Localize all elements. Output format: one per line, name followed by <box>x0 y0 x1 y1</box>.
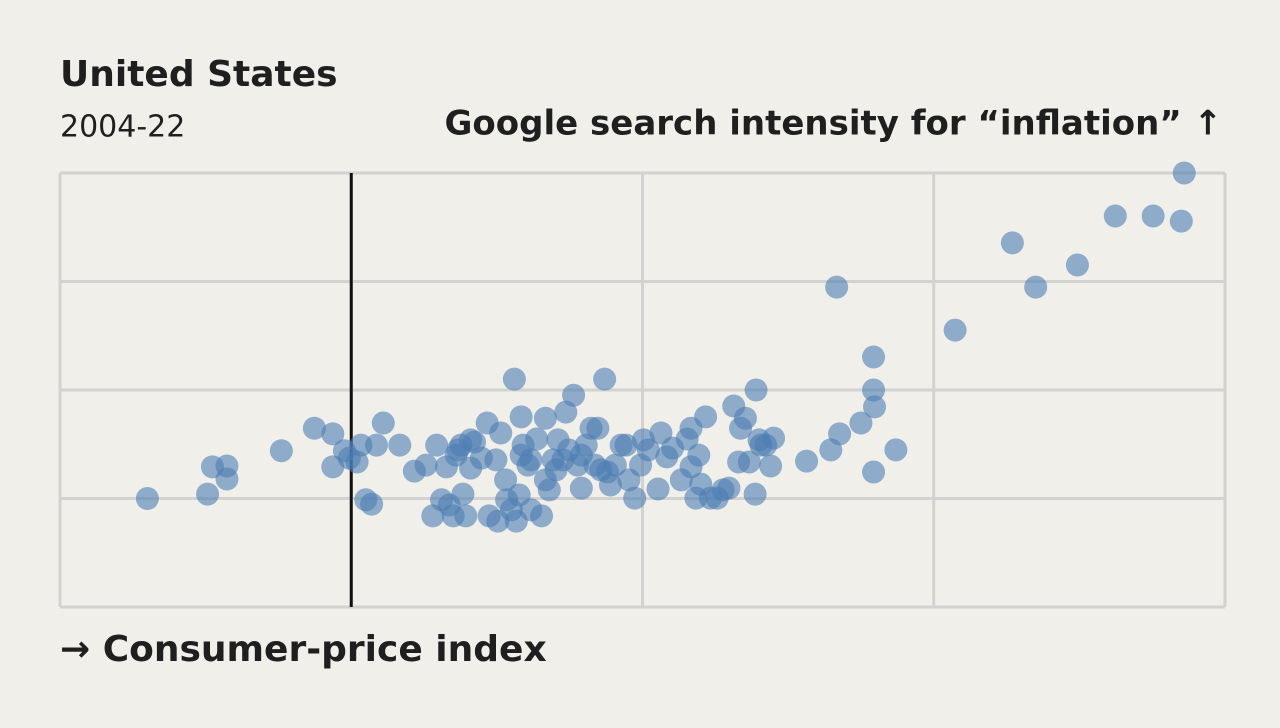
scatter-point <box>694 405 718 429</box>
x-axis-label: → Consumer-price index <box>60 629 547 670</box>
scatter-point <box>562 383 586 407</box>
scatter-point <box>489 421 513 445</box>
scatter-point <box>196 482 220 506</box>
scatter-point <box>430 488 454 512</box>
scatter-point <box>795 449 819 473</box>
scatter-point <box>135 487 159 510</box>
scatter-point <box>943 318 967 342</box>
scatter-point <box>743 482 767 506</box>
scatter-point <box>414 453 438 477</box>
scatter-point <box>614 433 638 457</box>
scatter-point <box>646 477 670 501</box>
scatter-point <box>569 476 593 500</box>
scatter-point <box>593 367 617 391</box>
scatter-point <box>1065 253 1089 277</box>
scatter-point <box>828 422 852 446</box>
scatter-point <box>1172 161 1196 185</box>
scatter-point <box>371 411 395 435</box>
chart-subtitle: 2004-22 <box>60 110 185 145</box>
scatter-point <box>509 405 533 429</box>
scatter-point <box>533 406 557 430</box>
scatter-point <box>733 406 757 430</box>
scatter-point <box>494 468 518 492</box>
scatter-point <box>717 476 741 500</box>
scatter-point <box>444 443 468 467</box>
scatter-point <box>636 438 660 462</box>
scatter-point <box>495 488 519 512</box>
chart-title: United States <box>60 54 338 95</box>
scatter-point <box>502 367 526 391</box>
scatter-point <box>321 422 345 446</box>
scatter-point <box>519 498 543 522</box>
scatter-point <box>749 433 773 457</box>
scatter-point <box>1103 204 1127 228</box>
scatter-point <box>454 504 478 528</box>
scatter-point <box>849 411 873 435</box>
scatter-point <box>215 467 239 491</box>
scatter-point <box>862 345 886 369</box>
scatter-point <box>744 378 768 402</box>
scatter-point <box>586 416 610 440</box>
scatter-point <box>388 433 412 457</box>
scatter-point <box>569 443 593 467</box>
scatter-point <box>360 492 384 516</box>
scatter-point <box>825 275 849 299</box>
scatter-point <box>1024 275 1048 299</box>
scatter-point <box>533 468 557 492</box>
scatter-point <box>425 433 449 457</box>
scatter-point <box>1169 209 1193 233</box>
scatter-point <box>737 450 761 474</box>
scatter-point <box>364 433 388 457</box>
scatter-point <box>269 439 293 463</box>
scatter-point <box>459 428 483 452</box>
scatter-point <box>759 454 783 478</box>
scatter-point <box>1000 231 1024 255</box>
scatter-point <box>451 482 475 506</box>
scatter-point <box>525 427 549 451</box>
scatter-point <box>484 448 508 472</box>
scatter-point <box>302 416 326 440</box>
scatter-point <box>679 455 703 479</box>
scatter-point <box>884 438 908 462</box>
scatter-point <box>589 458 613 482</box>
scatter-point <box>623 486 647 510</box>
y-axis-label: Google search intensity for “inflation” … <box>445 104 1222 144</box>
scatter-point <box>863 395 887 419</box>
scatter-point <box>862 460 886 484</box>
scatter-point <box>862 378 886 402</box>
scatter-point <box>1141 204 1165 228</box>
scatter-point <box>509 443 533 467</box>
